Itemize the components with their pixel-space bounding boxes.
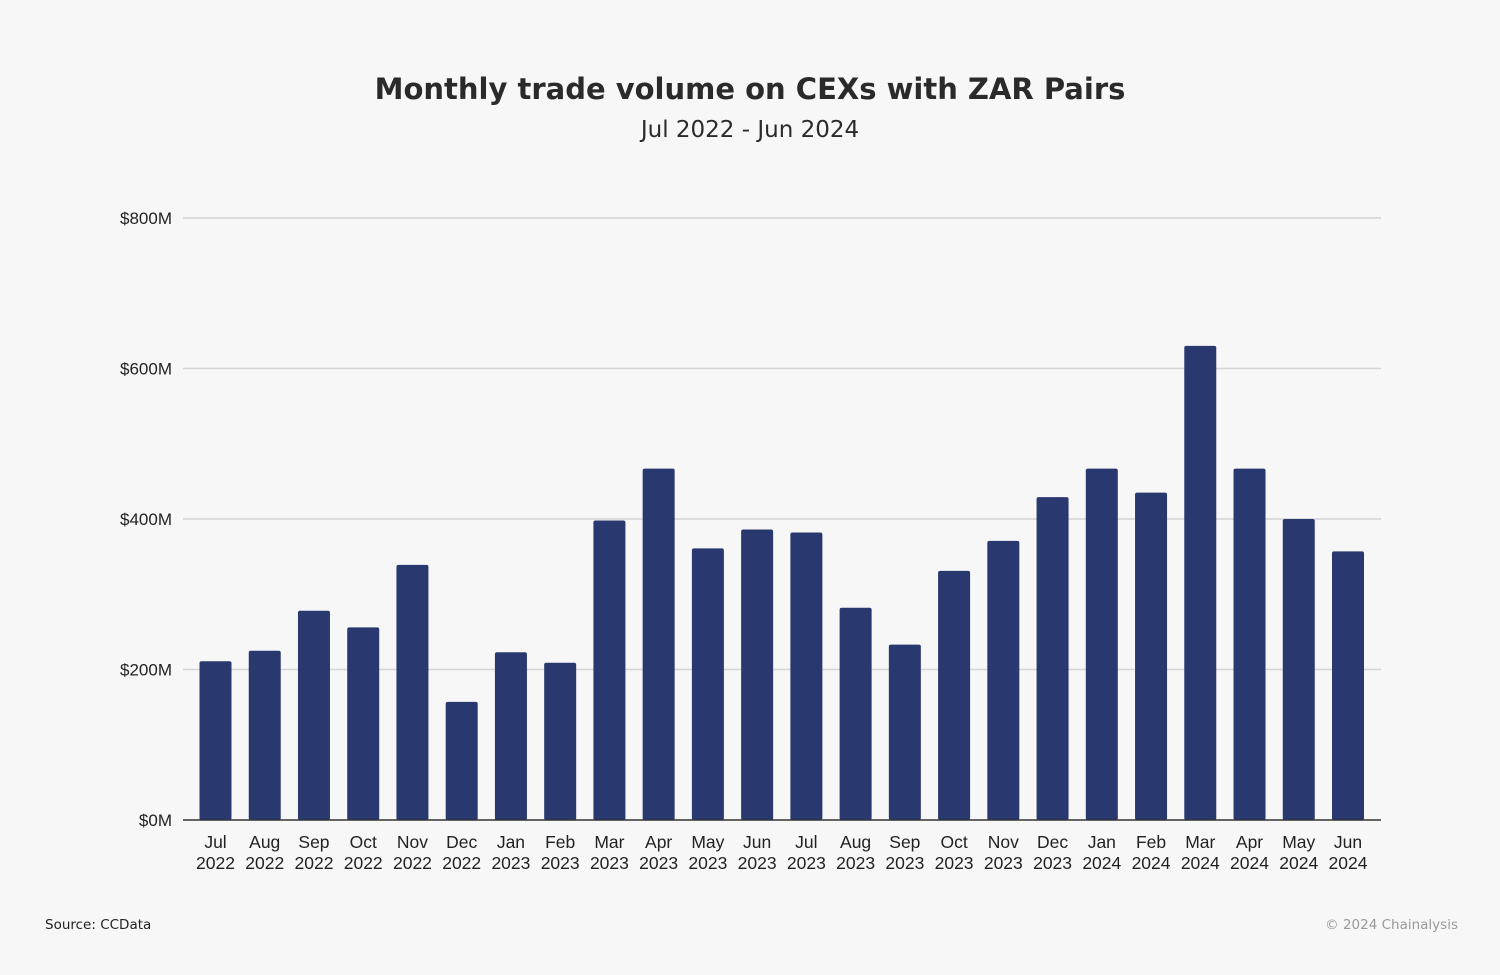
x-tick-label: Mar 2024: [1181, 832, 1220, 873]
bar: [1184, 345, 1217, 820]
x-tick-label: Jul 2022: [196, 832, 235, 873]
x-tick-label: Feb 2023: [541, 832, 580, 873]
source-note: Source: CCData: [45, 917, 152, 933]
x-tick-label: Oct 2023: [935, 832, 974, 873]
x-tick-label: Apr 2023: [639, 832, 678, 873]
bar: [1282, 519, 1315, 820]
chart-title: Monthly trade volume on CEXs with ZAR Pa…: [374, 72, 1126, 106]
x-axis-labels: Jul 2022 Aug 2022 Sep 2022 Oct 2022 Nov 2022 Dec 20…: [196, 832, 1368, 873]
x-tick-label: Jan 2024: [1082, 832, 1121, 873]
bar: [248, 650, 281, 820]
x-tick-label: Aug 2023: [836, 832, 875, 873]
x-tick-label: May 2024: [1279, 832, 1318, 873]
chart-subtitle: Jul 2022 - Jun 2024: [640, 117, 860, 143]
bar: [396, 564, 429, 820]
y-tick-label: $0M: [139, 811, 172, 830]
y-tick-label: $800M: [120, 209, 172, 228]
x-tick-label: Sep 2023: [885, 832, 924, 873]
x-tick-label: Jun 2024: [1329, 832, 1368, 873]
x-tick-label: Nov 2023: [984, 832, 1023, 873]
gridlines: [183, 217, 1381, 671]
y-tick-label: $200M: [120, 661, 172, 680]
x-tick-label: Dec 2022: [442, 832, 481, 873]
x-tick-label: Mar 2023: [590, 832, 629, 873]
bar: [1332, 551, 1364, 820]
bar: [790, 532, 823, 820]
bar: [888, 644, 921, 820]
x-tick-label: Jul 2023: [787, 832, 826, 873]
x-tick-label: Sep 2022: [295, 832, 334, 873]
x-tick-label: May 2023: [688, 832, 727, 873]
bar: [593, 520, 626, 820]
x-tick-label: Dec 2023: [1033, 832, 1072, 873]
bar: [297, 610, 330, 820]
bar: [1085, 468, 1118, 820]
bar: [1135, 492, 1168, 820]
y-axis-labels: $0M $200M $400M $600M $800M: [120, 209, 172, 830]
copyright-note: © 2024 Chainalysis: [1325, 917, 1458, 933]
bar: [544, 662, 577, 820]
bar: [445, 701, 478, 820]
x-tick-label: Nov 2022: [393, 832, 432, 873]
x-tick-label: Apr 2024: [1230, 832, 1269, 873]
x-tick-label: Jun 2023: [738, 832, 777, 873]
bar: [494, 652, 527, 820]
x-tick-label: Jan 2023: [491, 832, 530, 873]
bar: [199, 661, 232, 820]
bar: [347, 627, 380, 820]
bar: [1036, 497, 1069, 820]
x-tick-label: Oct 2022: [344, 832, 383, 873]
y-tick-label: $400M: [120, 510, 172, 529]
y-tick-label: $600M: [120, 360, 172, 379]
bar: [741, 529, 774, 820]
bar: [1233, 468, 1266, 820]
bar: [642, 468, 675, 820]
bar: [691, 548, 724, 820]
bar: [938, 570, 971, 820]
bars: [199, 345, 1364, 820]
bar: [839, 607, 872, 820]
bar: [987, 540, 1020, 820]
x-tick-label: Aug 2022: [245, 832, 284, 873]
x-tick-label: Feb 2024: [1132, 832, 1171, 873]
